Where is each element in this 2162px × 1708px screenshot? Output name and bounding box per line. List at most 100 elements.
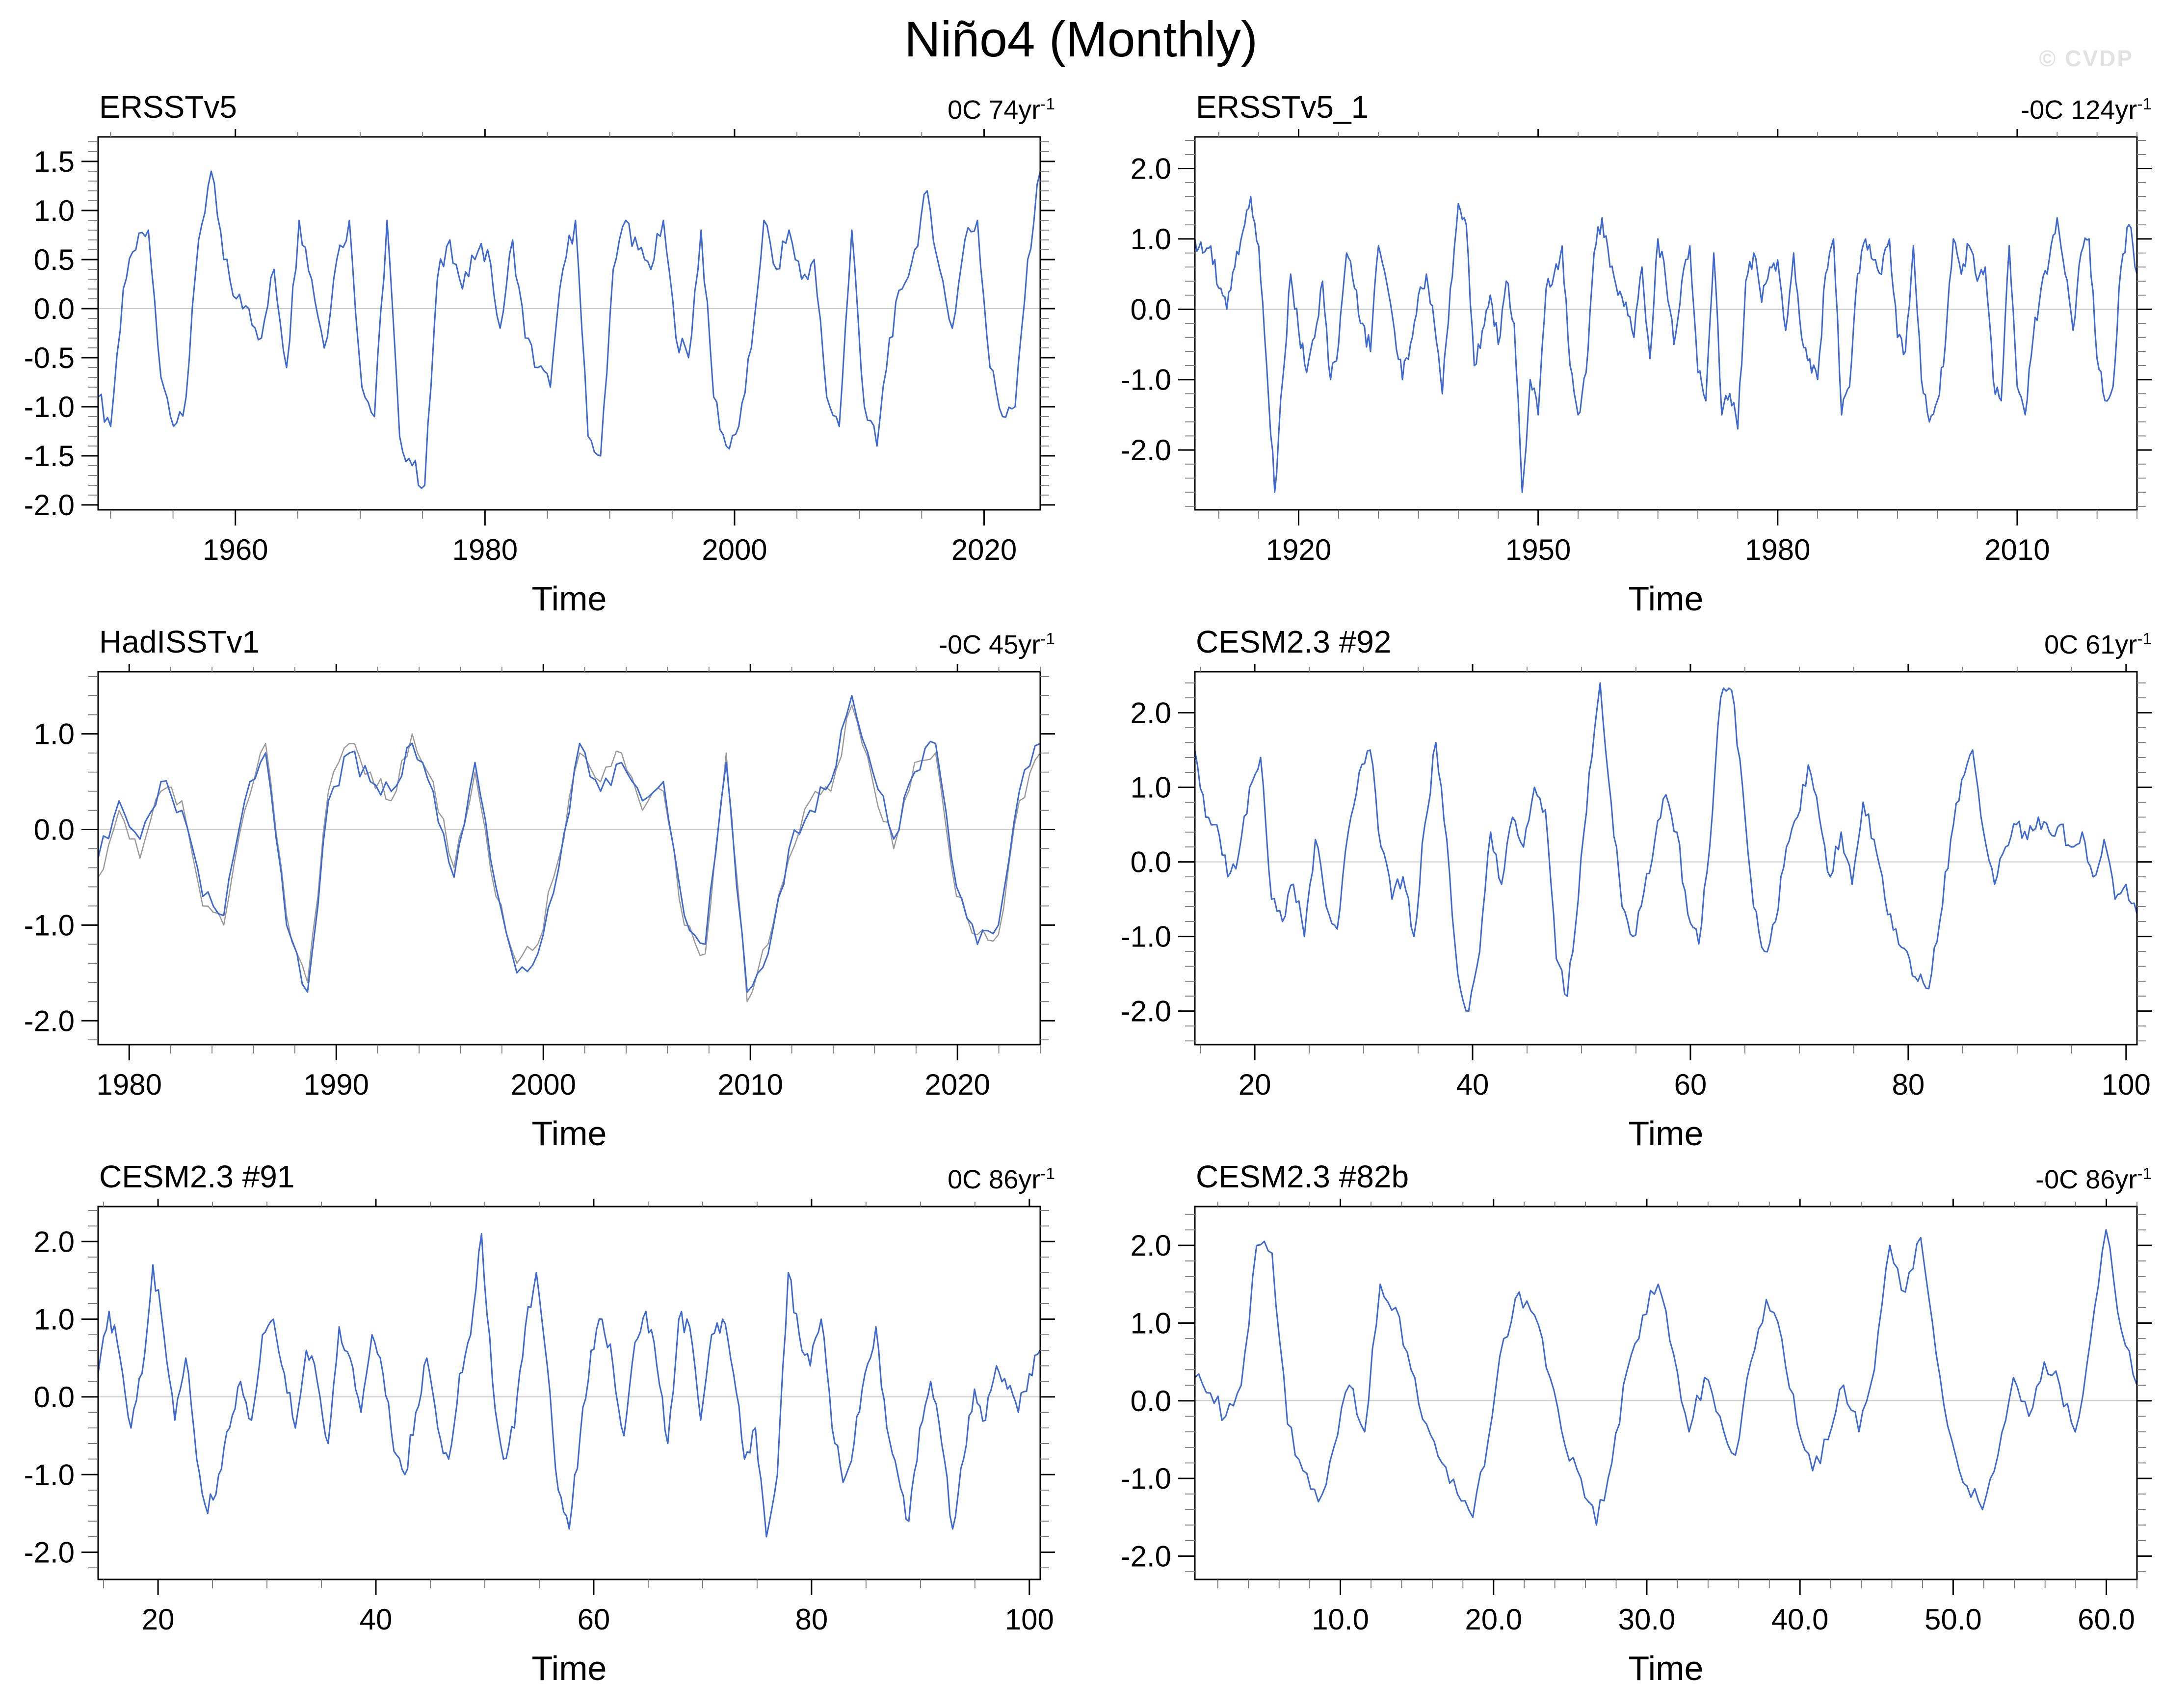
svg-text:2010: 2010 bbox=[717, 1068, 783, 1101]
svg-text:40: 40 bbox=[1456, 1068, 1489, 1101]
svg-text:1.0: 1.0 bbox=[1131, 223, 1171, 256]
svg-text:100: 100 bbox=[2102, 1068, 2151, 1101]
trend-value: 0C 86yr bbox=[948, 1165, 1041, 1194]
panel-title: ERSSTv5_1 bbox=[1196, 89, 1369, 125]
svg-text:80: 80 bbox=[795, 1603, 828, 1636]
panel-cesm23-92: CESM2.3 #92 0C 61yr-1 2.0 1.0 0.0 -1.0 -2.0 2… bbox=[1111, 618, 2159, 1149]
svg-text:1.0: 1.0 bbox=[1131, 771, 1171, 804]
panel-cesm23-91: CESM2.3 #91 0C 86yr-1 2.0 1.0 0.0 -1.0 -2.0 2… bbox=[15, 1153, 1062, 1683]
svg-text:2000: 2000 bbox=[511, 1068, 576, 1101]
svg-text:0.5: 0.5 bbox=[34, 243, 75, 276]
svg-text:-1.0: -1.0 bbox=[24, 391, 75, 423]
panel-header: CESM2.3 #92 0C 61yr-1 bbox=[1111, 618, 2159, 663]
svg-text:Time: Time bbox=[1629, 1114, 1704, 1149]
svg-text:-2.0: -2.0 bbox=[1121, 434, 1171, 467]
svg-text:50.0: 50.0 bbox=[1925, 1603, 1982, 1636]
svg-text:1980: 1980 bbox=[97, 1068, 162, 1101]
panel-cesm23-82b: CESM2.3 #82b -0C 86yr-1 2.0 1.0 0.0 -1.0 -2.… bbox=[1111, 1153, 2159, 1683]
svg-text:-1.0: -1.0 bbox=[1121, 1462, 1171, 1495]
svg-text:1990: 1990 bbox=[304, 1068, 369, 1101]
panel-header: ERSSTv5_1 -0C 124yr-1 bbox=[1111, 83, 2159, 128]
svg-text:-1.0: -1.0 bbox=[24, 1458, 75, 1491]
trend-exponent: -1 bbox=[1040, 1165, 1055, 1183]
trend-annotation: -0C 124yr-1 bbox=[2021, 95, 2152, 125]
panel-ersstv5: ERSSTv5 0C 74yr-1 1.5 1.0 0.5 0.0 -0.5 -1.0 -1… bbox=[15, 83, 1062, 614]
panel-hadisstv1: HadISSTv1 -0C 45yr-1 1.0 0.0 -1.0 -2.0 1980 1… bbox=[15, 618, 1062, 1149]
svg-text:1980: 1980 bbox=[452, 533, 518, 566]
panel-title: CESM2.3 #91 bbox=[99, 1159, 295, 1194]
svg-text:0.0: 0.0 bbox=[1131, 293, 1171, 326]
timeseries-plot: 2.0 1.0 0.0 -1.0 -2.0 20 40 60 80 100 Time bbox=[1121, 664, 2152, 1149]
svg-text:-2.0: -2.0 bbox=[24, 1536, 75, 1569]
svg-text:10.0: 10.0 bbox=[1312, 1603, 1369, 1636]
svg-text:1960: 1960 bbox=[203, 533, 268, 566]
svg-text:100: 100 bbox=[1005, 1603, 1054, 1636]
svg-text:30.0: 30.0 bbox=[1618, 1603, 1676, 1636]
panel-header: ERSSTv5 0C 74yr-1 bbox=[15, 83, 1062, 128]
trend-exponent: -1 bbox=[2137, 1165, 2152, 1183]
timeseries-plot: 2.0 1.0 0.0 -1.0 -2.0 10.0 20.0 30.0 40.0 50.0 60.… bbox=[1121, 1199, 2152, 1683]
trend-exponent: -1 bbox=[2137, 95, 2152, 113]
svg-text:60.0: 60.0 bbox=[2078, 1603, 2135, 1636]
svg-text:1920: 1920 bbox=[1266, 533, 1331, 566]
svg-text:2010: 2010 bbox=[1984, 533, 2050, 566]
timeseries-plot: 1.0 0.0 -1.0 -2.0 1980 1990 2000 2010 2020 Time bbox=[24, 664, 1055, 1149]
svg-text:1980: 1980 bbox=[1745, 533, 1810, 566]
svg-text:Time: Time bbox=[532, 1114, 607, 1149]
trend-annotation: 0C 74yr-1 bbox=[948, 95, 1055, 125]
trend-value: -0C 124yr bbox=[2021, 95, 2137, 125]
svg-text:Time: Time bbox=[532, 579, 607, 614]
panel-grid: ERSSTv5 0C 74yr-1 1.5 1.0 0.5 0.0 -0.5 -1.0 -1… bbox=[0, 83, 2162, 1683]
trend-value: -0C 86yr bbox=[2035, 1165, 2137, 1194]
page-title: Niño4 (Monthly) bbox=[904, 11, 1258, 67]
svg-text:60: 60 bbox=[578, 1603, 610, 1636]
svg-text:1.0: 1.0 bbox=[34, 1303, 75, 1336]
trend-annotation: -0C 86yr-1 bbox=[2035, 1164, 2152, 1195]
svg-text:1.0: 1.0 bbox=[34, 194, 75, 227]
svg-text:-2.0: -2.0 bbox=[24, 489, 75, 522]
timeseries-plot: 1.5 1.0 0.5 0.0 -0.5 -1.0 -1.5 -2.0 1960 1980 2000… bbox=[24, 129, 1055, 614]
trend-exponent: -1 bbox=[1040, 95, 1055, 113]
svg-text:2.0: 2.0 bbox=[1131, 697, 1171, 730]
svg-text:-2.0: -2.0 bbox=[1121, 995, 1171, 1028]
svg-text:-1.0: -1.0 bbox=[24, 909, 75, 942]
panel-title: HadISSTv1 bbox=[99, 624, 260, 659]
panel-ersstv5-1: ERSSTv5_1 -0C 124yr-1 2.0 1.0 0.0 -1.0 -2.0 1… bbox=[1111, 83, 2159, 614]
trend-exponent: -1 bbox=[2137, 630, 2152, 648]
panel-title: CESM2.3 #82b bbox=[1196, 1159, 1409, 1194]
svg-text:1.0: 1.0 bbox=[1131, 1307, 1171, 1340]
svg-text:40: 40 bbox=[360, 1603, 393, 1636]
svg-text:-0.5: -0.5 bbox=[24, 342, 75, 374]
timeseries-plot: 2.0 1.0 0.0 -1.0 -2.0 1920 1950 1980 2010 Time bbox=[1121, 129, 2152, 614]
svg-text:20: 20 bbox=[1239, 1068, 1271, 1101]
svg-text:2.0: 2.0 bbox=[1131, 153, 1171, 185]
svg-text:0.0: 0.0 bbox=[34, 292, 75, 325]
trend-annotation: 0C 61yr-1 bbox=[2044, 630, 2152, 660]
panel-title: ERSSTv5 bbox=[99, 89, 237, 125]
svg-text:80: 80 bbox=[1892, 1068, 1925, 1101]
svg-text:2020: 2020 bbox=[951, 533, 1017, 566]
cvdp-watermark: © CVDP bbox=[2039, 46, 2134, 71]
svg-text:2020: 2020 bbox=[924, 1068, 990, 1101]
svg-text:Time: Time bbox=[1629, 1649, 1704, 1683]
svg-text:2.0: 2.0 bbox=[34, 1225, 75, 1258]
panel-header: CESM2.3 #91 0C 86yr-1 bbox=[15, 1153, 1062, 1198]
trend-value: 0C 74yr bbox=[948, 95, 1041, 125]
timeseries-plot: 2.0 1.0 0.0 -1.0 -2.0 20 40 60 80 100 Time bbox=[24, 1199, 1055, 1683]
trend-annotation: 0C 86yr-1 bbox=[948, 1164, 1055, 1195]
svg-text:-1.0: -1.0 bbox=[1121, 364, 1171, 396]
svg-text:20: 20 bbox=[142, 1603, 175, 1636]
trend-exponent: -1 bbox=[1040, 630, 1055, 648]
svg-text:0.0: 0.0 bbox=[1131, 1385, 1171, 1418]
svg-text:0.0: 0.0 bbox=[1131, 846, 1171, 879]
svg-text:-2.0: -2.0 bbox=[24, 1004, 75, 1037]
svg-text:20.0: 20.0 bbox=[1465, 1603, 1522, 1636]
svg-text:40.0: 40.0 bbox=[1771, 1603, 1829, 1636]
svg-text:-1.5: -1.5 bbox=[24, 440, 75, 473]
svg-text:0.0: 0.0 bbox=[34, 1381, 75, 1414]
svg-text:60: 60 bbox=[1674, 1068, 1707, 1101]
svg-text:0.0: 0.0 bbox=[34, 814, 75, 846]
panel-header: CESM2.3 #82b -0C 86yr-1 bbox=[1111, 1153, 2159, 1198]
svg-text:-2.0: -2.0 bbox=[1121, 1540, 1171, 1573]
svg-text:1.5: 1.5 bbox=[34, 145, 75, 178]
